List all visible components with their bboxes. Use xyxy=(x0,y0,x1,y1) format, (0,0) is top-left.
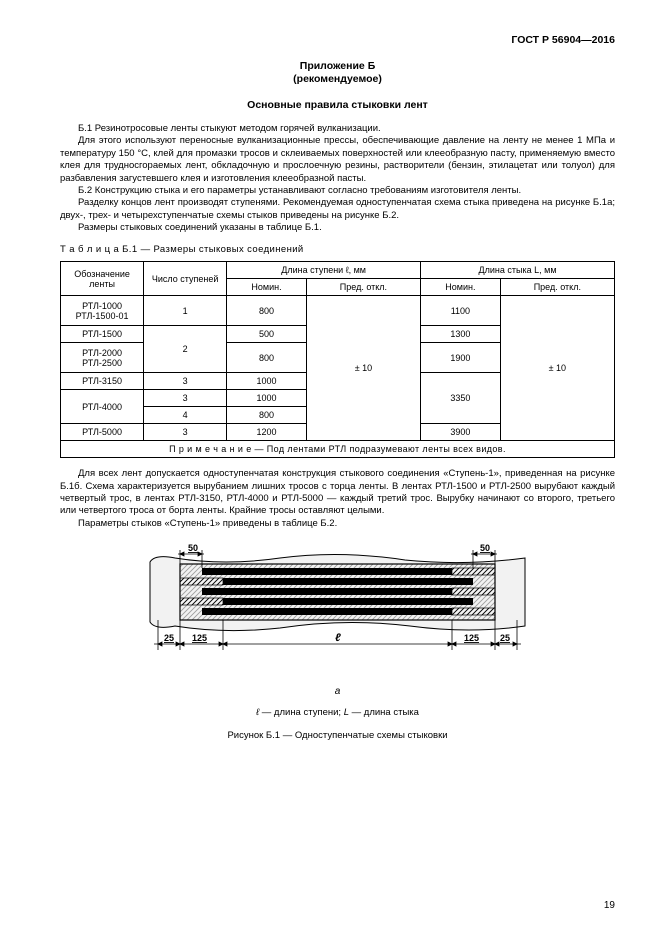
table-subheader: Номин. xyxy=(251,282,281,292)
paragraph: Параметры стыков «Ступень-1» приведены в… xyxy=(60,518,615,530)
paragraph: Б.1 Резинотросовые ленты стыкуют методом… xyxy=(60,123,615,135)
figure-subcaption: ℓ — длина ступени; L — длина стыка xyxy=(60,707,615,718)
dim-label: 125 xyxy=(464,633,479,643)
table-caption: Т а б л и ц а Б.1 — Размеры стыковых сое… xyxy=(60,244,615,255)
table-header: Обозначение ленты xyxy=(74,269,130,289)
table-note-row: П р и м е ч а н и е — Под лентами РТЛ по… xyxy=(61,441,615,458)
table-subheader: Пред. откл. xyxy=(534,282,581,292)
dim-label: 50 xyxy=(188,543,198,553)
dim-label: 25 xyxy=(164,633,174,643)
appendix-subtitle: (рекомендуемое) xyxy=(60,73,615,85)
section-title: Основные правила стыковки лент xyxy=(60,99,615,111)
figure-caption: Рисунок Б.1 — Одноступенчатые схемы стык… xyxy=(60,730,615,741)
table-header: Длина стыка L, мм xyxy=(479,265,557,275)
table-header: Число ступеней xyxy=(152,274,219,284)
data-table: Обозначение ленты Число ступеней Длина с… xyxy=(60,261,615,458)
figure: 50 50 xyxy=(60,542,615,682)
table-subheader: Номин. xyxy=(445,282,475,292)
paragraph: Б.2 Конструкцию стыка и его параметры ус… xyxy=(60,185,615,197)
dim-label: ℓ xyxy=(335,632,341,644)
paragraph: Для всех лент допускается одноступенчата… xyxy=(60,468,615,517)
page-number: 19 xyxy=(604,900,615,911)
figure-letter: а xyxy=(60,686,615,697)
table-row: РТЛ-1000РТЛ-1500-01 1 800 ± 10 1100 ± 10 xyxy=(61,296,615,326)
splice-diagram: 50 50 xyxy=(130,542,545,682)
paragraph: Разделку концов лент производят ступеням… xyxy=(60,197,615,222)
dim-label: 50 xyxy=(480,543,490,553)
appendix-title: Приложение Б xyxy=(60,60,615,73)
paragraph: Для этого используют переносные вулканиз… xyxy=(60,135,615,184)
dim-label: 25 xyxy=(500,633,510,643)
table-subheader: Пред. откл. xyxy=(340,282,387,292)
dim-label: 125 xyxy=(192,633,207,643)
table-header: Длина ступени ℓ, мм xyxy=(281,265,366,275)
paragraph: Размеры стыковых соединений указаны в та… xyxy=(60,222,615,234)
document-header: ГОСТ Р 56904—2016 xyxy=(60,34,615,46)
